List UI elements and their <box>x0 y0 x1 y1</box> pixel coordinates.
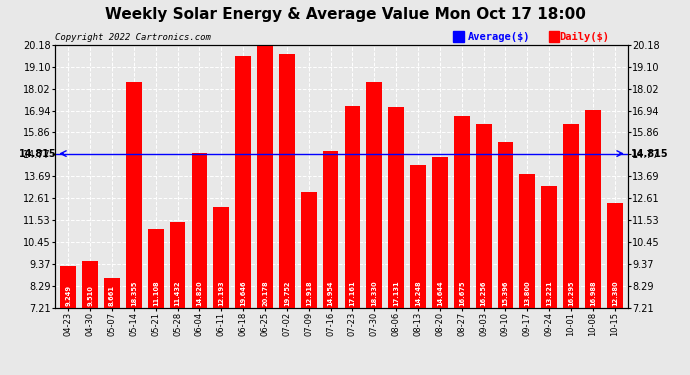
Bar <box>542 186 557 308</box>
Text: 14.954: 14.954 <box>328 281 334 306</box>
Bar <box>235 56 251 308</box>
Text: 20.178: 20.178 <box>262 281 268 306</box>
Text: 8.661: 8.661 <box>109 285 115 306</box>
Bar <box>170 222 186 308</box>
Bar <box>410 165 426 308</box>
Bar <box>607 203 622 308</box>
Text: 18.330: 18.330 <box>371 281 377 306</box>
Text: Weekly Solar Energy & Average Value Mon Oct 17 18:00: Weekly Solar Energy & Average Value Mon … <box>105 8 585 22</box>
Text: 16.295: 16.295 <box>568 281 574 306</box>
Bar <box>497 142 513 308</box>
Bar <box>549 32 559 42</box>
Text: 16.256: 16.256 <box>481 281 486 306</box>
Text: 14.815: 14.815 <box>631 148 669 159</box>
Bar <box>344 106 360 307</box>
Bar <box>585 110 601 308</box>
Text: 14.820: 14.820 <box>197 281 202 306</box>
Bar <box>432 157 448 308</box>
Text: Daily($): Daily($) <box>559 32 609 42</box>
Text: 13.800: 13.800 <box>524 281 531 306</box>
Bar <box>454 116 470 308</box>
Text: 12.918: 12.918 <box>306 281 312 306</box>
Text: 19.646: 19.646 <box>240 281 246 306</box>
Bar <box>520 174 535 308</box>
Bar <box>366 82 382 308</box>
Text: 14.248: 14.248 <box>415 281 421 306</box>
Bar <box>388 107 404 307</box>
Text: 11.432: 11.432 <box>175 281 181 306</box>
Bar <box>148 229 164 308</box>
Text: 13.221: 13.221 <box>546 281 552 306</box>
Bar <box>126 82 141 308</box>
Bar <box>279 54 295 307</box>
Text: 14.644: 14.644 <box>437 281 443 306</box>
Bar <box>104 278 120 308</box>
Bar <box>82 261 98 308</box>
Text: 12.193: 12.193 <box>218 281 224 306</box>
Bar <box>563 124 579 308</box>
Bar <box>453 32 464 42</box>
Text: 17.161: 17.161 <box>349 281 355 306</box>
Text: 14.815: 14.815 <box>19 148 56 159</box>
Text: 15.396: 15.396 <box>502 281 509 306</box>
Bar <box>213 207 229 308</box>
Bar <box>192 153 207 308</box>
Text: Average($): Average($) <box>468 32 530 42</box>
Text: 12.380: 12.380 <box>612 281 618 306</box>
Text: 18.355: 18.355 <box>131 281 137 306</box>
Text: Copyright 2022 Cartronics.com: Copyright 2022 Cartronics.com <box>55 33 211 42</box>
Text: 19.752: 19.752 <box>284 281 290 306</box>
Text: 9.510: 9.510 <box>87 286 93 306</box>
Text: 16.988: 16.988 <box>590 281 596 306</box>
Bar <box>476 124 491 308</box>
Bar <box>301 192 317 308</box>
Bar <box>257 45 273 308</box>
Text: 11.108: 11.108 <box>152 281 159 306</box>
Text: 16.675: 16.675 <box>459 281 465 306</box>
Text: 17.131: 17.131 <box>393 281 400 306</box>
Bar <box>323 151 339 308</box>
Bar <box>61 266 76 308</box>
Text: 9.249: 9.249 <box>66 285 71 306</box>
